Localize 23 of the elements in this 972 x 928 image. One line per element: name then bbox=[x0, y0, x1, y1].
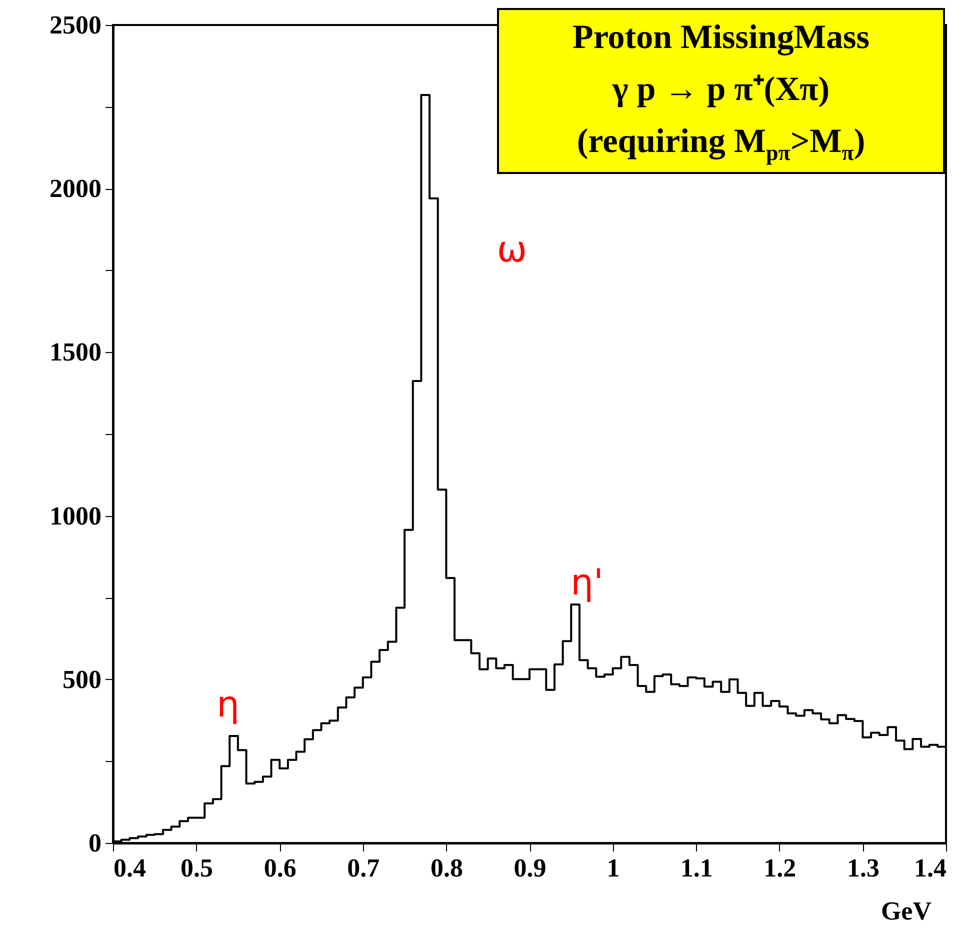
y-tick-label: 500 bbox=[62, 664, 102, 694]
y-tick-label: 2000 bbox=[50, 174, 102, 204]
x-tick-label: 1 bbox=[606, 854, 620, 882]
annotation: η' bbox=[570, 562, 604, 604]
x-tick-label: 0.7 bbox=[347, 854, 380, 882]
x-tick-label: 1.1 bbox=[680, 854, 713, 882]
y-tick-label: 0 bbox=[88, 828, 102, 858]
chart-title: Proton MissingMass bbox=[572, 18, 870, 58]
x-tick-label: 1.4 bbox=[914, 854, 946, 882]
x-tick-label: 0.9 bbox=[514, 854, 546, 882]
x-tick-label: 1.2 bbox=[764, 854, 796, 882]
x-tick-label: 1.3 bbox=[846, 854, 880, 882]
x-axis-title: GeV bbox=[880, 896, 932, 926]
x-tick-label: 0.6 bbox=[264, 854, 296, 882]
x-tick-label: 0.8 bbox=[430, 854, 463, 882]
x-tick-label: 0.5 bbox=[180, 854, 214, 882]
text: γ p → p π⁺(Xπ) (requiring M$_{pπ}$>M$_{π}$) bbox=[576, 70, 866, 167]
y-tick-label: 1000 bbox=[50, 501, 102, 530]
y-tick-label: 1500 bbox=[50, 338, 102, 367]
annotation: η bbox=[216, 684, 240, 726]
annotation: ω bbox=[496, 230, 528, 270]
y-tick-label: 2500 bbox=[50, 10, 102, 40]
x-tick-label: 0.4 bbox=[114, 854, 146, 882]
